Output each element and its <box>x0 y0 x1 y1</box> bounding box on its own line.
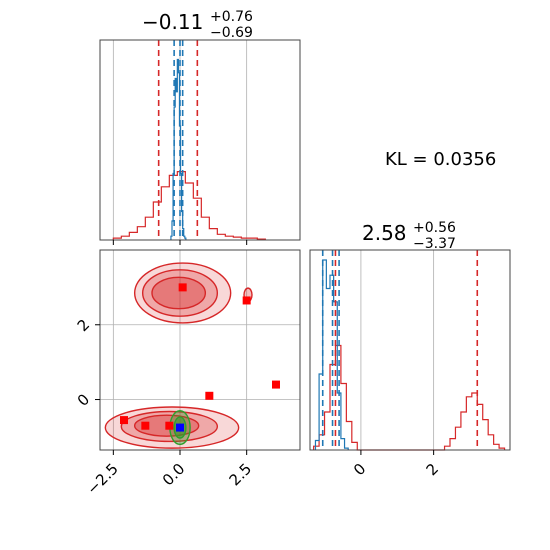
contour-level <box>133 262 232 324</box>
contour-level <box>151 276 207 310</box>
y-tick-label: 0 <box>74 390 93 409</box>
title-param1-sup: +0.76 <box>210 9 253 25</box>
x-tick-label: 0 <box>350 460 369 479</box>
title-param2-sup: +0.56 <box>413 220 456 236</box>
x-tick-label: 2.5 <box>226 460 256 490</box>
title-param1-sub: −0.69 <box>210 25 253 41</box>
title-param1-main: −0.11 <box>142 10 203 34</box>
x-tick-label: −2.5 <box>83 460 121 498</box>
panel-marginal-1 <box>99 39 301 241</box>
histogram-posterior_b <box>170 58 187 240</box>
sample-marker <box>141 421 150 430</box>
x-tick-label: 0.0 <box>159 460 189 490</box>
sample-marker <box>272 380 280 389</box>
sample-marker <box>178 283 187 292</box>
sample-marker <box>205 391 214 400</box>
x-tick-label: 2 <box>423 460 442 479</box>
histogram-posterior_a <box>112 171 266 240</box>
title-param2-sub: −3.37 <box>413 236 456 252</box>
truth-marker <box>176 423 184 432</box>
title-param2: 2.58 +0.56 −3.37 <box>362 220 456 252</box>
sample-marker <box>242 296 251 305</box>
panel-marginal-2 <box>309 249 511 451</box>
kl-annotation: KL = 0.0356 <box>385 149 496 170</box>
sample-marker <box>165 421 174 430</box>
y-tick-label: 2 <box>74 316 93 335</box>
title-param2-main: 2.58 <box>362 221 407 245</box>
title-param1: −0.11 +0.76 −0.69 <box>142 9 253 41</box>
axis-ticks <box>95 240 435 455</box>
panel-joint <box>99 249 301 451</box>
sample-marker <box>120 416 128 425</box>
